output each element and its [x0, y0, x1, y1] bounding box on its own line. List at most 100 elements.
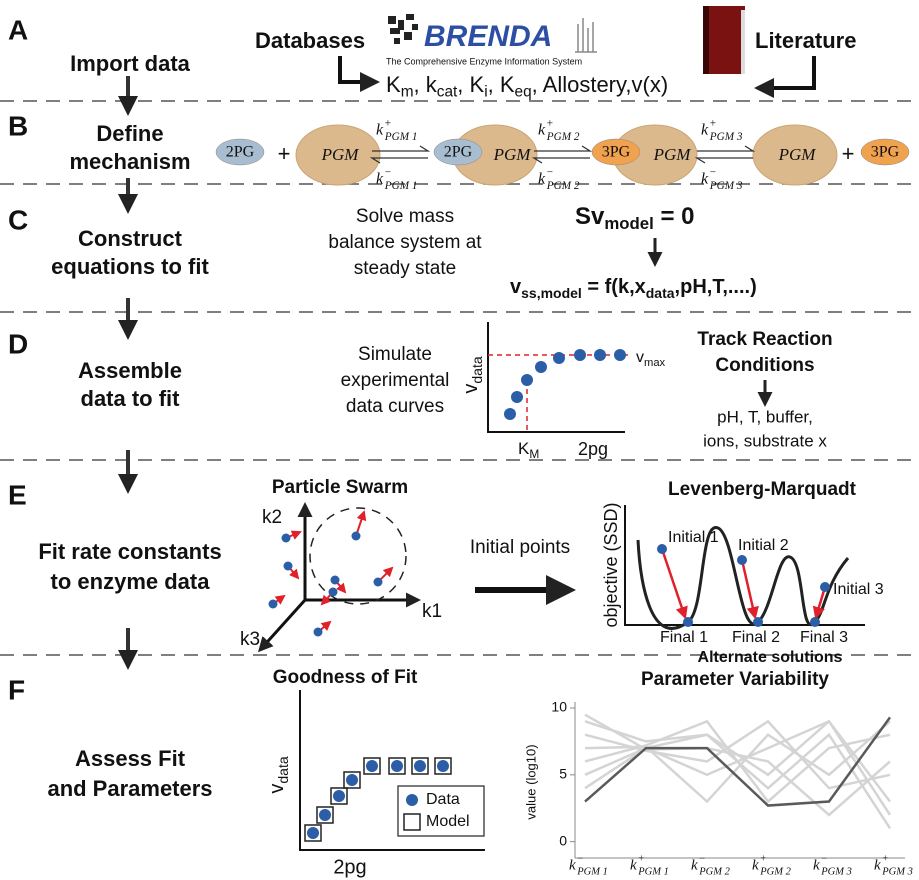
- particle-swarm: [257, 502, 576, 653]
- rate-constant-sup: +: [710, 117, 716, 129]
- product: [591, 138, 641, 166]
- series-line: [584, 713, 891, 817]
- literature-label: Literature: [755, 28, 856, 53]
- description: data curves: [346, 396, 444, 417]
- step-label: Import data: [70, 51, 191, 76]
- initial-label: Initial 3: [833, 581, 884, 598]
- text-run: , Allostery,v(x): [532, 72, 669, 97]
- import-arrow: [338, 56, 380, 92]
- lm-plot: [624, 505, 865, 630]
- initial-label: Initial 1: [668, 529, 719, 546]
- x-axis-label: Alternate solutions: [698, 649, 843, 666]
- x-tick-label-symbol: k: [752, 857, 759, 873]
- text-run: cat: [437, 84, 458, 101]
- x-tick-label-sup: −: [699, 854, 705, 865]
- description: Solve mass: [356, 206, 454, 227]
- step-label: to enzyme data: [51, 569, 211, 594]
- x-tick-label-symbol: k: [813, 857, 820, 873]
- step-letter: A: [8, 14, 28, 45]
- description: steady state: [354, 258, 456, 279]
- plus-sign: +: [842, 141, 855, 166]
- rate-constant-sub: PGM 2: [546, 180, 580, 192]
- y-axis-label: value (log10): [523, 744, 538, 819]
- final-label: Final 3: [800, 629, 848, 646]
- substrate: [433, 138, 483, 166]
- rate-constant-symbol: k: [701, 122, 709, 139]
- product-label: 3PG: [871, 144, 900, 161]
- x-tick-label-sup: −: [577, 854, 583, 865]
- step-letter: E: [8, 479, 27, 510]
- axis-label: k1: [422, 601, 442, 622]
- step-letter: D: [8, 328, 28, 359]
- text-run: v: [266, 784, 288, 794]
- step-label: data to fit: [81, 386, 181, 411]
- rate-constant-sup: −: [547, 166, 553, 178]
- step-letter: F: [8, 674, 25, 705]
- enzyme-label: PGM: [321, 145, 360, 164]
- y-axis-label: vdata: [460, 356, 484, 393]
- text-run: , k: [414, 72, 438, 97]
- final-label: Final 1: [660, 629, 708, 646]
- text-run: ss,model: [521, 285, 582, 301]
- initial-label: Initial 2: [738, 537, 789, 554]
- enzyme-label: PGM: [493, 145, 532, 164]
- rate-constant-symbol: k: [376, 171, 384, 188]
- databases-label: Databases: [255, 28, 365, 53]
- text-run: data: [646, 285, 675, 301]
- fit-title: Goodness of Fit: [273, 667, 418, 688]
- product: [860, 138, 910, 166]
- reverse-harpoon: [531, 157, 590, 164]
- import-arrow: [754, 56, 816, 98]
- y-tick-label: 0: [559, 832, 567, 848]
- forward-harpoon: [534, 145, 593, 152]
- rate-constant-symbol: k: [701, 171, 709, 188]
- text-run: = 0: [654, 203, 695, 230]
- legend-label: Data: [426, 791, 460, 808]
- saturation-plot: [487, 322, 630, 433]
- text-run: v: [510, 276, 522, 298]
- series-line: [584, 716, 892, 807]
- lm-title: Levenberg-Marquadt: [668, 479, 857, 500]
- conditions-title: Track Reaction: [697, 329, 832, 350]
- enzyme: [295, 124, 381, 186]
- brenda-subtitle: The Comprehensive Enzyme Information Sys…: [386, 56, 582, 66]
- step-label: Fit rate constants: [38, 539, 221, 564]
- vmax-label: vmax: [636, 349, 666, 369]
- description: experimental: [341, 370, 450, 391]
- x-tick-label-symbol: k: [691, 857, 698, 873]
- text-run: eq: [515, 84, 532, 101]
- step-letter: B: [8, 110, 28, 141]
- rate-constant-sub: PGM 2: [546, 131, 580, 143]
- book-icon: [703, 6, 745, 74]
- substrate-label: 2PG: [444, 144, 473, 161]
- reverse-harpoon: [369, 157, 428, 164]
- rate-constant-sub: PGM 1: [384, 180, 418, 192]
- x-tick-label-symbol: k: [569, 857, 576, 873]
- x-tick-label-symbol: k: [874, 857, 881, 873]
- description: Simulate: [358, 344, 432, 365]
- enzyme-label: PGM: [778, 145, 817, 164]
- substrate: [215, 138, 265, 166]
- text-run: i: [484, 84, 487, 101]
- y-axis-label: objective (SSD): [601, 502, 621, 627]
- text-run: v: [636, 349, 644, 366]
- step-label: and Parameters: [47, 776, 212, 801]
- brenda-logo-icon: [388, 14, 418, 44]
- x-tick-label-sub: PGM 2: [698, 866, 730, 877]
- step-label: Construct: [78, 226, 183, 251]
- x-tick-label-sup: +: [760, 854, 766, 865]
- separators: [0, 100, 919, 656]
- text-run: model: [604, 215, 653, 234]
- legend-label: Model: [426, 813, 470, 830]
- axis-label: k2: [262, 507, 282, 528]
- text-run: ,pH,T,....): [675, 276, 757, 298]
- step-label: mechanism: [69, 149, 190, 174]
- axis-label: k3: [240, 629, 260, 650]
- forward-harpoon: [372, 145, 431, 152]
- substrate-label: 2PG: [226, 144, 255, 161]
- rate-constant-sub: PGM 3: [709, 180, 743, 192]
- text-run: , K: [488, 72, 515, 97]
- step-letter: C: [8, 204, 28, 235]
- final-label: Final 2: [732, 629, 780, 646]
